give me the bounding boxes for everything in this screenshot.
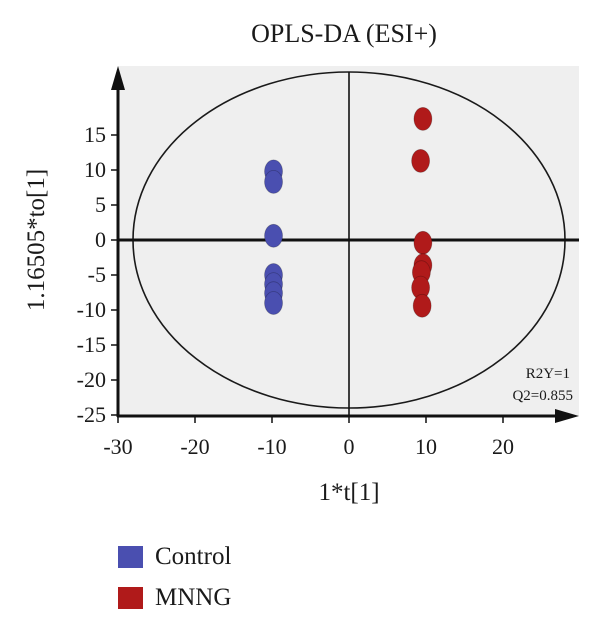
data-point-mnng: [411, 148, 431, 173]
y-tick-label: 15: [84, 122, 106, 147]
y-tick-label: -20: [77, 367, 106, 392]
x-tick-label: -10: [257, 434, 286, 459]
y-axis-label: 1.16505*to[1]: [23, 169, 50, 311]
x-tick-label: 20: [492, 434, 514, 459]
y-tick-label: -5: [88, 262, 106, 287]
data-point-control: [264, 223, 283, 248]
data-point-mnng: [413, 107, 433, 131]
data-point-mnng: [412, 293, 432, 318]
legend-swatch-control: [118, 546, 143, 568]
data-points: [264, 107, 433, 318]
y-tick-label: -10: [77, 297, 106, 322]
x-tick-label: -20: [180, 434, 209, 459]
x-axis-arrow: [555, 409, 579, 423]
x-tick-label: 10: [415, 434, 437, 459]
y-tick-label: 0: [95, 227, 106, 252]
x-axis-label: 1*t[1]: [318, 479, 379, 506]
legend-swatch-mnng: [118, 587, 143, 609]
legend-item-mnng: MNNG: [118, 583, 318, 613]
data-point-mnng: [413, 230, 433, 255]
x-tick-label: -30: [103, 434, 132, 459]
y-axis-arrow: [111, 66, 125, 90]
axes: [111, 66, 579, 423]
y-tick-label: -15: [77, 332, 106, 357]
y-tick-label: 5: [95, 192, 106, 217]
r2y-annotation: R2Y=1: [526, 366, 570, 382]
legend-label-mnng: MNNG: [155, 584, 232, 611]
chart-title: OPLS-DA (ESI+): [251, 19, 437, 48]
y-tick-label: -25: [77, 402, 106, 427]
q2-annotation: Q2=0.855: [512, 388, 573, 404]
data-point-control: [264, 169, 283, 194]
legend-label-control: Control: [155, 543, 232, 570]
opls-da-score-plot: OPLS-DA (ESI+) 15 10 5 0 -5 -10 -15 -20 -25 -30 -2…: [23, 19, 579, 506]
legend-item-control: Control: [118, 542, 318, 572]
tick-labels: 15 10 5 0 -5 -10 -15 -20 -25 -30 -20 -10 0 10 20: [77, 122, 514, 459]
x-tick-label: 0: [344, 434, 355, 459]
y-tick-label: 10: [84, 157, 106, 182]
data-point-control: [264, 291, 283, 315]
